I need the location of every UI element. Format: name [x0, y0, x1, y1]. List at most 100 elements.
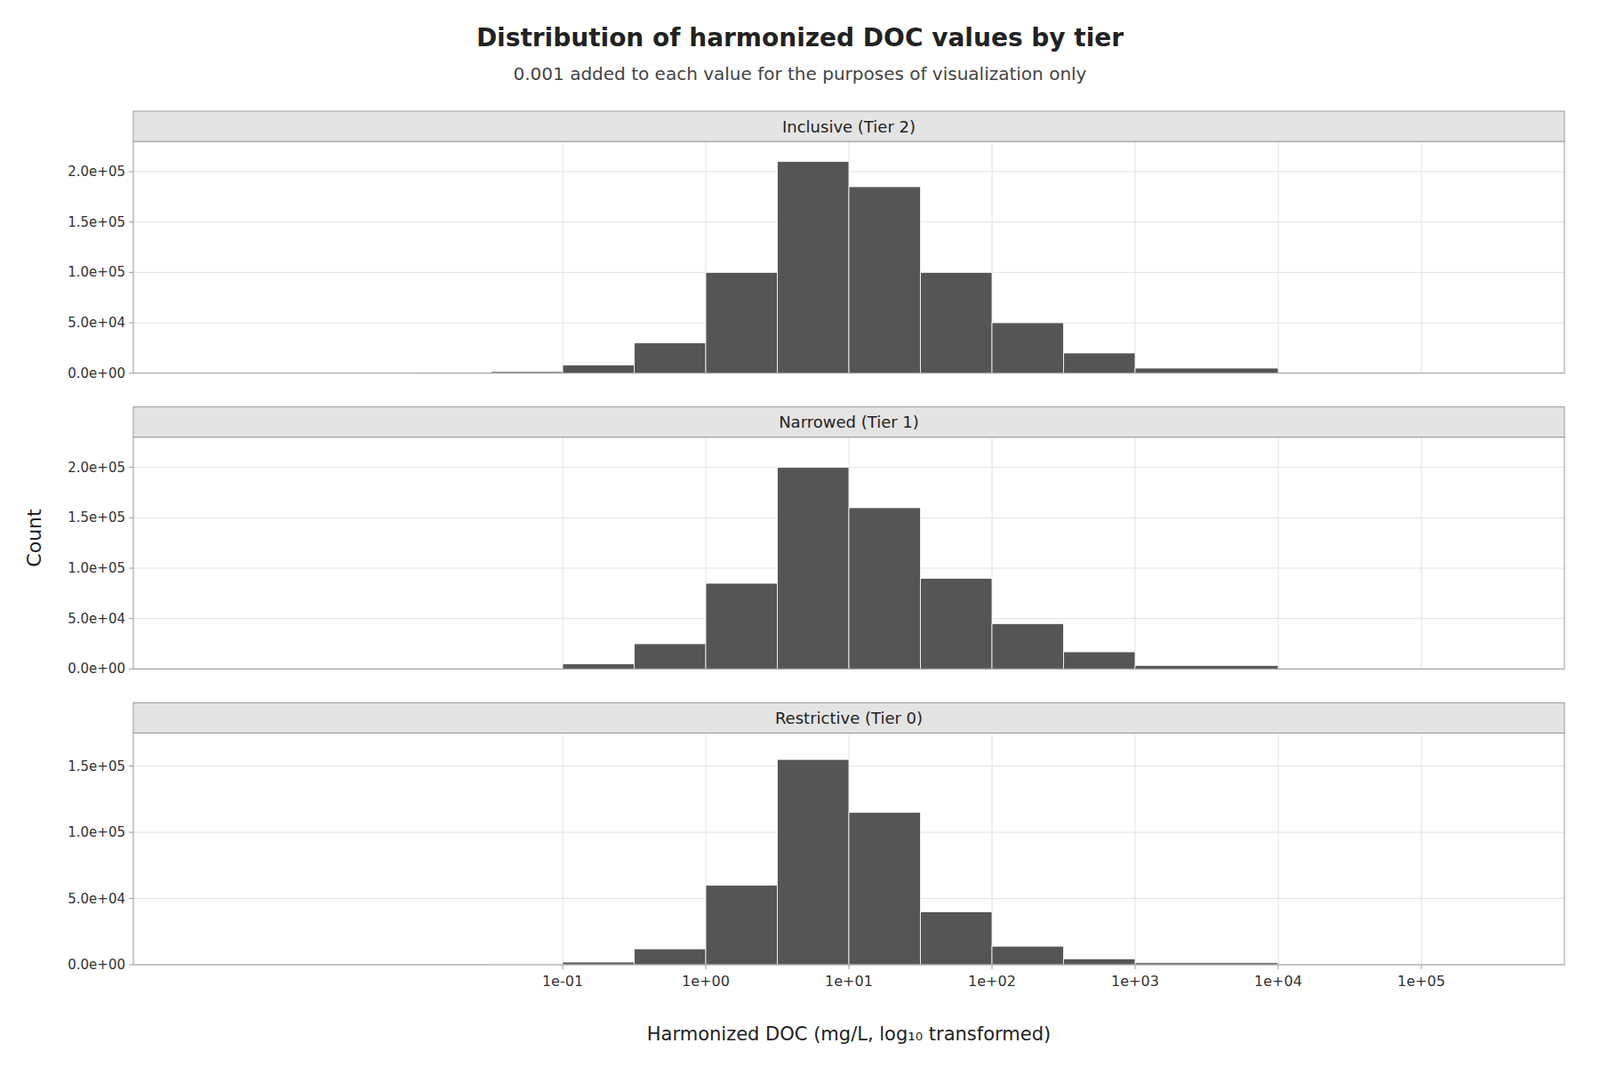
panel: Restrictive (Tier 0)0.0e+005.0e+041.0e+0… [67, 702, 1565, 990]
y-tick [128, 221, 134, 223]
x-grid-line [1278, 732, 1280, 965]
grid [133, 437, 1565, 670]
histogram-bar [992, 945, 1064, 965]
x-tick-label: 1e-01 [542, 972, 584, 990]
y-tick [128, 765, 134, 767]
x-tick-label: 1e+04 [1254, 972, 1303, 990]
facet-strip [133, 111, 1565, 142]
histogram-bar [920, 577, 993, 669]
bars [133, 759, 1565, 965]
facet-strip [133, 407, 1565, 438]
y-tick-label: 1.0e+05 [67, 560, 126, 576]
histogram-bar [848, 507, 921, 669]
histogram-bar [634, 643, 707, 669]
x-grid-line [1135, 141, 1136, 374]
y-tick [128, 466, 134, 468]
x-grid-line [1135, 732, 1136, 965]
x-tick-label: 1e+03 [1111, 972, 1160, 990]
x-grid-line [562, 141, 564, 374]
x-tick [848, 964, 850, 969]
y-tick-label: 1.5e+05 [67, 509, 126, 526]
histogram-bar [848, 186, 921, 374]
x-tick-label: 1e+01 [824, 972, 873, 990]
panel-title: Narrowed (Tier 1) [778, 412, 920, 432]
histogram-bar [920, 272, 993, 373]
y-tick-label: 5.0e+04 [67, 314, 126, 331]
y-tick [128, 372, 134, 374]
subtitle: 0.001 added to each value for the purpos… [513, 63, 1088, 85]
histogram-bar [1135, 664, 1279, 669]
panel-title: Restrictive (Tier 0) [775, 708, 923, 728]
histogram-bar [1064, 352, 1136, 374]
x-grid-line [1278, 437, 1280, 670]
x-grid-line [562, 732, 564, 965]
histogram-bar [1135, 368, 1279, 374]
histogram-bar [705, 885, 778, 965]
x-grid-line [1135, 437, 1136, 670]
x-grid-line [1421, 437, 1423, 670]
histogram-bar [777, 467, 850, 670]
y-tick [128, 568, 134, 569]
x-grid-line [1278, 141, 1280, 374]
y-tick [128, 964, 134, 966]
histogram-bar [1064, 651, 1136, 669]
plot-area [133, 141, 1565, 374]
x-tick [1421, 964, 1423, 969]
grid [133, 141, 1565, 374]
histogram-bar [1064, 958, 1136, 965]
x-tick [705, 964, 707, 969]
plot-frame [133, 732, 1565, 965]
x-axis-label: Harmonized DOC (mg/L, log₁₀ transformed) [647, 1023, 1051, 1045]
histogram-bar [777, 759, 850, 965]
panel-title: Inclusive (Tier 2) [782, 117, 916, 136]
title: Distribution of harmonized DOC values by… [476, 23, 1124, 53]
panel: Inclusive (Tier 2) 0.0e+00 5.0e+04 1.0e+05 1… [67, 111, 1565, 382]
histogram-bar [634, 948, 707, 965]
y-axis-label: Count [23, 508, 46, 568]
histogram-bar [705, 272, 778, 373]
x-tick [1135, 964, 1136, 969]
y-tick [128, 617, 134, 619]
histogram-bar [562, 664, 635, 670]
y-tick-label: 1.0e+05 [67, 264, 126, 280]
plot-frame [133, 437, 1565, 670]
y-tick [128, 897, 134, 899]
x-tick-label: 1e+02 [968, 972, 1016, 990]
y-tick-label: 0.0e+00 [67, 365, 126, 382]
histogram-bar [920, 911, 993, 965]
y-tick-label: 0.0e+00 [67, 956, 126, 973]
y-tick-label: 2.0e+05 [67, 459, 126, 476]
y-tick-label: 1.0e+05 [67, 824, 126, 840]
x-tick [562, 964, 564, 969]
x-tick-label: 1e+05 [1397, 972, 1446, 990]
histogram-bar [777, 161, 850, 374]
histogram-bar [705, 583, 778, 669]
plot-area [133, 732, 1565, 965]
y-tick [128, 832, 134, 833]
histogram-bar [992, 623, 1064, 669]
x-grid-line [1421, 732, 1423, 965]
y-tick-label: 2.0e+05 [67, 163, 126, 180]
histogram-bar [848, 812, 921, 965]
histogram-bar [992, 322, 1064, 374]
y-tick [128, 272, 134, 273]
histogram-bar [562, 365, 635, 374]
x-tick [992, 964, 993, 969]
x-tick [1278, 964, 1280, 969]
bars [133, 467, 1565, 670]
histogram-bar [634, 343, 707, 374]
y-tick [128, 322, 134, 324]
y-tick-label: 0.0e+00 [67, 660, 126, 677]
chart-root: Distribution of harmonized DOC values by… [0, 0, 1600, 1067]
y-tick-label: 5.0e+04 [67, 610, 126, 627]
y-tick-label: 1.5e+05 [67, 214, 126, 231]
y-tick-label: 1.5e+05 [67, 758, 126, 775]
y-tick [128, 517, 134, 519]
y-tick [128, 171, 134, 173]
x-tick-label: 1e+00 [681, 972, 730, 990]
plot-area [133, 437, 1565, 670]
plot-frame [133, 141, 1565, 374]
x-grid-line [1421, 141, 1423, 374]
grid [133, 732, 1565, 965]
panel: Narrowed (Tier 1) 0.0e+00 5.0e+04 1.0e+05 1.… [67, 407, 1565, 678]
